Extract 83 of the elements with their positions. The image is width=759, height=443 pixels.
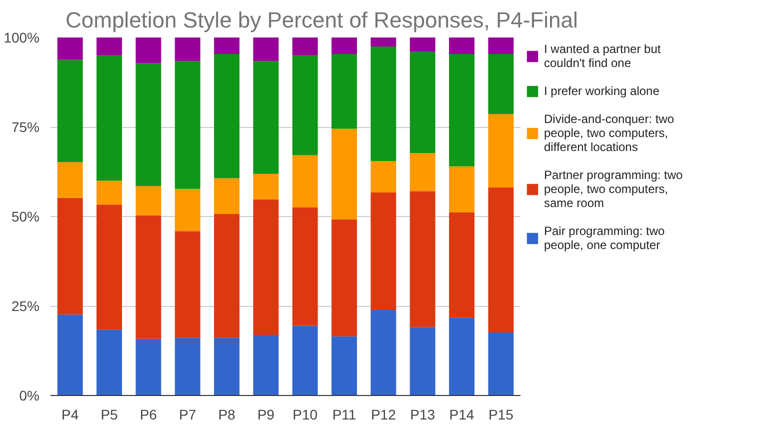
legend-label: Divide-and-conquer: two people, two computers, different locations xyxy=(544,112,674,154)
bar xyxy=(96,204,122,330)
x-tick-label: P11 xyxy=(332,406,356,422)
bar xyxy=(96,180,122,205)
bar xyxy=(96,330,122,396)
bar xyxy=(332,336,357,396)
bar xyxy=(370,161,396,193)
bar xyxy=(410,191,436,328)
bar xyxy=(136,186,162,216)
bar xyxy=(174,231,200,338)
x-tick-label: P9 xyxy=(257,406,275,422)
bar xyxy=(136,38,162,64)
y-tick-label: 75% xyxy=(11,119,40,135)
bar xyxy=(214,54,240,178)
bar xyxy=(370,38,396,46)
bar xyxy=(332,128,357,220)
bar xyxy=(214,38,240,54)
bar xyxy=(410,153,436,192)
bar xyxy=(292,326,318,396)
x-tick-label: P5 xyxy=(100,406,118,422)
bar xyxy=(253,38,279,62)
bar xyxy=(57,314,83,396)
x-tick-label: P15 xyxy=(488,406,514,422)
bar xyxy=(332,219,357,336)
y-tick-label: 25% xyxy=(11,298,40,314)
bar xyxy=(410,38,436,52)
bar xyxy=(253,335,279,396)
bar xyxy=(488,54,514,114)
legend-label: I wanted a partner but couldn't find one xyxy=(544,42,661,70)
bar xyxy=(292,38,318,56)
y-tick-label: 0% xyxy=(19,388,40,404)
legend-label: Pair programming: two people, one computer xyxy=(544,224,665,252)
bar xyxy=(57,162,83,198)
x-tick-label: P8 xyxy=(218,406,236,422)
legend-label: I prefer working alone xyxy=(544,84,660,98)
bar xyxy=(292,208,318,326)
bar xyxy=(488,38,514,54)
bar xyxy=(174,61,200,189)
bar xyxy=(57,198,83,315)
x-tick-label: P6 xyxy=(140,406,158,422)
bar xyxy=(214,214,240,338)
bar xyxy=(136,338,162,396)
bar xyxy=(410,327,436,396)
bar xyxy=(449,166,474,213)
y-tick-label: 100% xyxy=(4,30,40,46)
bar xyxy=(174,38,200,62)
bar xyxy=(214,178,240,214)
chart-title: Completion Style by Percent of Responses, P4-Final xyxy=(66,8,578,32)
bar xyxy=(253,174,279,200)
bar xyxy=(57,60,83,162)
y-tick-label: 50% xyxy=(11,208,40,224)
legend-label: Partner programming: two people, two computers, same room xyxy=(544,168,683,210)
x-tick-label: P10 xyxy=(292,406,318,422)
x-tick-label: P12 xyxy=(370,406,396,422)
bar xyxy=(449,54,474,166)
bar xyxy=(174,338,200,396)
bar xyxy=(332,54,357,129)
x-tick-label: P7 xyxy=(179,406,196,422)
bar xyxy=(174,188,200,232)
bar xyxy=(410,52,436,154)
bar xyxy=(449,38,474,54)
bar xyxy=(253,199,279,335)
x-tick-label: P14 xyxy=(449,406,474,422)
bar xyxy=(488,332,514,396)
bar xyxy=(488,114,514,188)
bar xyxy=(292,155,318,208)
bar xyxy=(96,55,122,181)
bar xyxy=(370,192,396,310)
bar xyxy=(136,215,162,339)
bar xyxy=(370,310,396,396)
bar xyxy=(449,212,474,318)
bar xyxy=(292,55,318,156)
bar xyxy=(449,318,474,396)
x-tick-label: P4 xyxy=(62,406,79,422)
bar xyxy=(214,338,240,396)
bar xyxy=(370,46,396,162)
bar xyxy=(253,61,279,174)
bar xyxy=(96,38,122,56)
bar xyxy=(136,63,162,186)
bar xyxy=(488,188,514,332)
x-tick-label: P13 xyxy=(410,406,436,422)
bar xyxy=(57,38,83,60)
bar xyxy=(332,38,357,54)
